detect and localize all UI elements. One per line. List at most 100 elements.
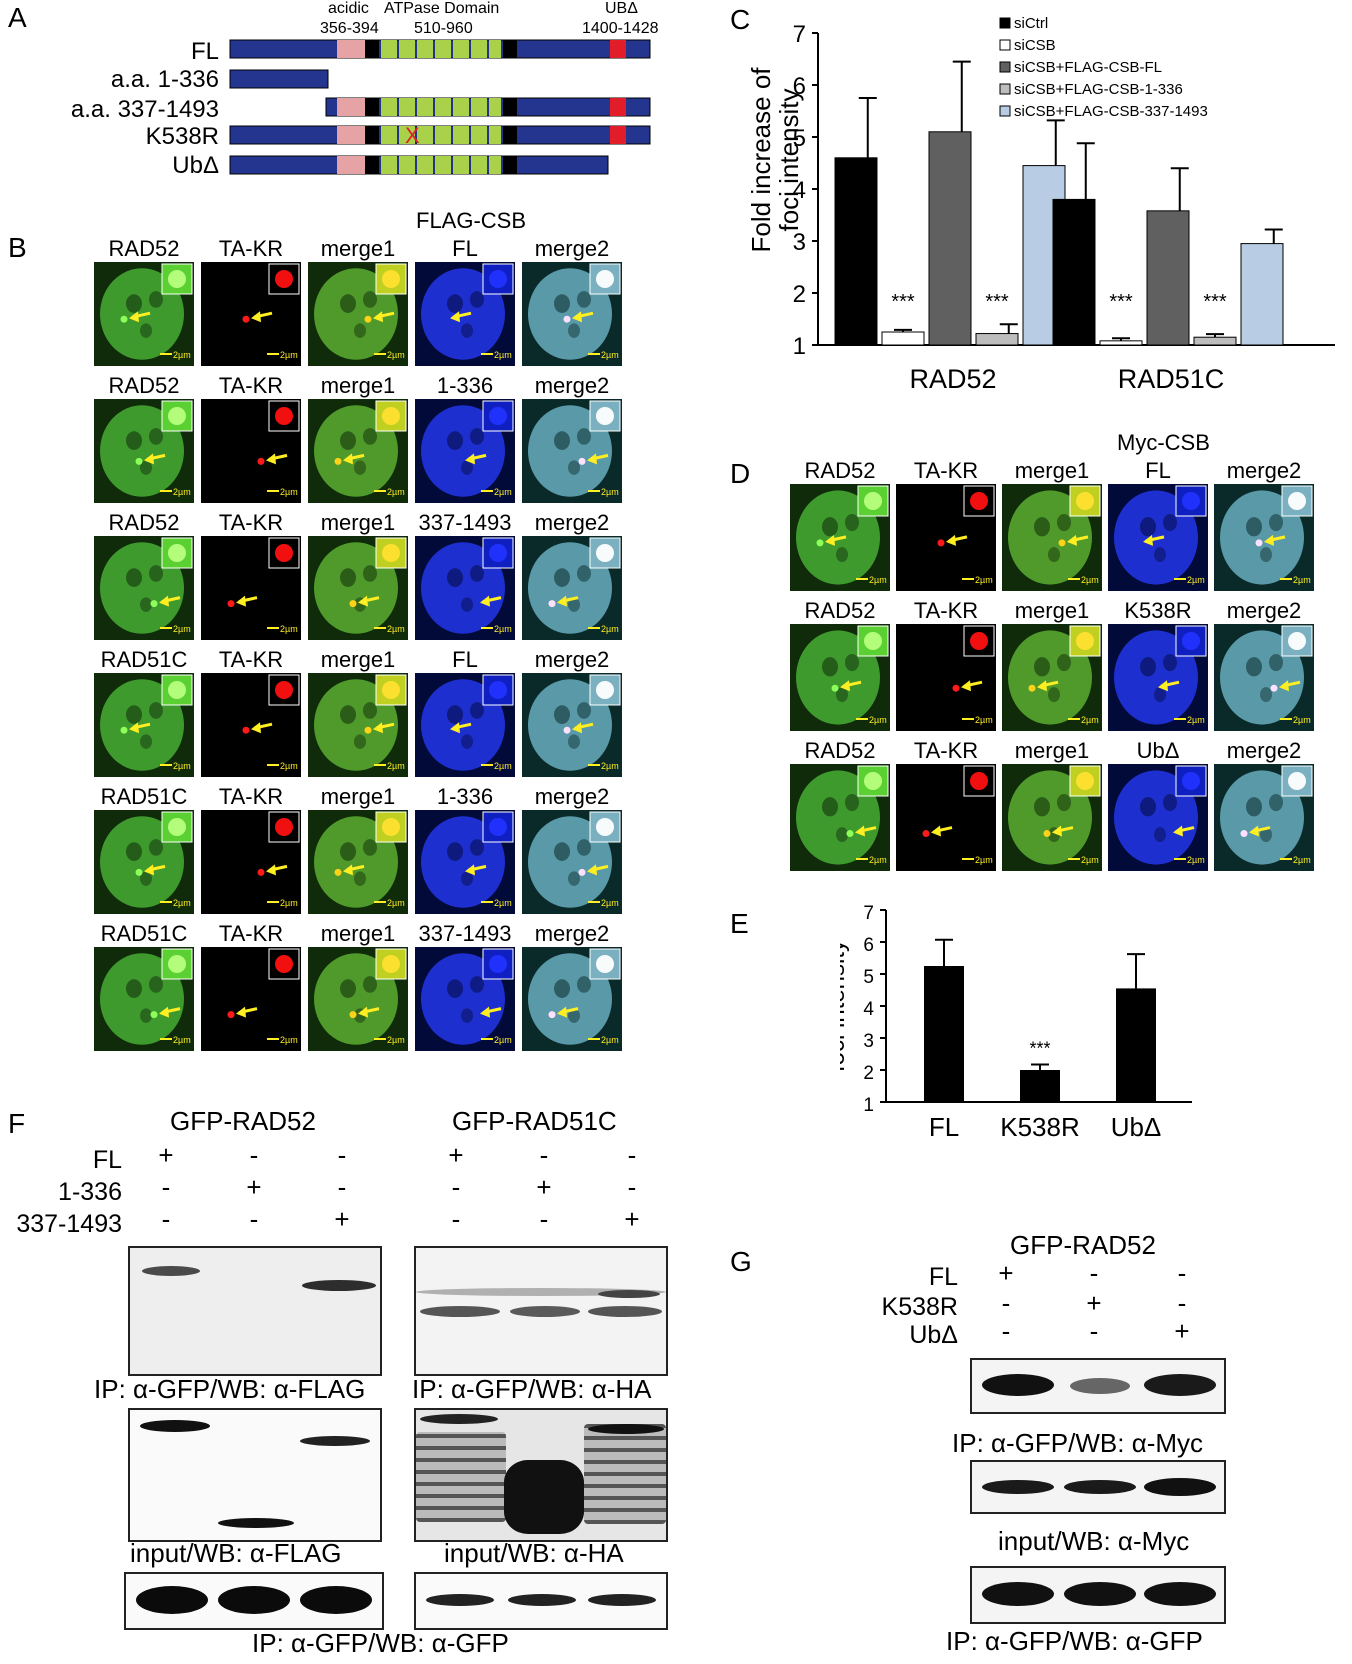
micrograph-merge1: 2µm (308, 810, 408, 914)
plus-sign: + (246, 1172, 262, 1202)
bar (924, 966, 964, 1102)
panel-f-row-337-1493: 337-1493 (16, 1210, 122, 1238)
minus-sign: - (627, 1140, 637, 1170)
micrograph-label: merge1 (1014, 458, 1090, 483)
svg-text:2µm: 2µm (1187, 715, 1205, 725)
micrograph-blue: 2µm (415, 399, 515, 503)
blot-f-rad52-ip-gfp (124, 1572, 384, 1630)
y-tick-label: 3 (863, 1031, 874, 1052)
y-tick-label: 1 (793, 333, 806, 360)
bar (975, 333, 1019, 346)
significance-mark: *** (1029, 1039, 1050, 1059)
bar (1099, 340, 1143, 346)
svg-text:2µm: 2µm (494, 761, 512, 771)
micrograph-green: 2µm (94, 399, 194, 503)
micrograph-label: merge2 (534, 373, 610, 398)
micrograph-green: 2µm (94, 947, 194, 1051)
plus-sign: + (158, 1140, 174, 1170)
panel-d-header: Myc-CSB (1117, 430, 1210, 455)
minus-sign: - (1001, 1316, 1011, 1346)
plus-sign: + (536, 1172, 552, 1202)
blot-label-ip-ha: IP: α-GFP/WB: α-HA (412, 1374, 652, 1404)
bar (1193, 336, 1237, 346)
minus-sign: - (1001, 1288, 1011, 1318)
blot-g-input-myc (970, 1460, 1226, 1514)
micrograph-label: 337-1493 (418, 510, 512, 535)
svg-text:2µm: 2µm (1187, 855, 1205, 865)
legend-label: siCSB+FLAG-CSB-337-1493 (1014, 103, 1208, 120)
category-label: UbΔ (1111, 1112, 1162, 1142)
micrograph-merge1: 2µm (1002, 764, 1102, 871)
minus-sign: - (1177, 1258, 1187, 1288)
construct-k538r (229, 125, 651, 145)
micrograph-merge2: 2µm (522, 810, 622, 914)
y-tick-label: 6 (863, 935, 874, 956)
micrograph-green: 2µm (790, 764, 890, 871)
micrograph-label: merge2 (534, 784, 610, 809)
svg-text:2µm: 2µm (173, 350, 191, 360)
construct-label-ubdelta: UbΔ (172, 152, 219, 179)
micrograph-label: merge2 (534, 510, 610, 535)
micrograph-merge2: 2µm (522, 262, 622, 366)
minus-sign: - (539, 1140, 549, 1170)
minus-sign: - (627, 1172, 637, 1202)
svg-text:2µm: 2µm (387, 1035, 405, 1045)
micrograph-blue: 2µm (1108, 764, 1208, 871)
micrograph-merge2: 2µm (522, 399, 622, 503)
micrograph-label: RAD51C (100, 647, 188, 672)
panel-b-header: FLAG-CSB (416, 208, 527, 233)
micrograph-blue: 2µm (415, 262, 515, 366)
micrograph-label: merge2 (534, 236, 610, 261)
panel-letter-a: A (8, 2, 27, 33)
y-tick-label: 1 (863, 1095, 874, 1116)
y-tick-label: 6 (793, 73, 806, 100)
svg-text:2µm: 2µm (387, 350, 405, 360)
micrograph-red: 2µm (896, 764, 996, 871)
svg-text:2µm: 2µm (869, 855, 887, 865)
significance-mark: *** (891, 291, 915, 313)
micrograph-label: merge1 (1014, 598, 1090, 623)
svg-text:2µm: 2µm (601, 898, 619, 908)
micrograph-blue: 2µm (1108, 484, 1208, 591)
legend-swatch (999, 39, 1011, 51)
micrograph-label: RAD52 (108, 373, 180, 398)
micrograph-label: TA-KR (218, 921, 284, 946)
panel-f-title-rad52: GFP-RAD52 (170, 1106, 316, 1136)
construct-337-1493 (325, 97, 651, 117)
category-label: RAD51C (1118, 364, 1225, 394)
blot-label-ip-flag: IP: α-GFP/WB: α-FLAG (94, 1374, 366, 1404)
svg-text:2µm: 2µm (494, 898, 512, 908)
svg-text:2µm: 2µm (280, 761, 298, 771)
svg-text:2µm: 2µm (387, 898, 405, 908)
micrograph-label: merge1 (320, 373, 396, 398)
plus-sign: + (1174, 1316, 1190, 1346)
micrograph-label: merge1 (320, 510, 396, 535)
blot-label-input-ha: input/WB: α-HA (444, 1538, 624, 1568)
svg-text:2µm: 2µm (1293, 855, 1311, 865)
micrograph-label: K538R (1124, 598, 1192, 623)
minus-sign: - (1089, 1316, 1099, 1346)
micrograph-red: 2µm (201, 673, 301, 777)
micrograph-red: 2µm (201, 536, 301, 640)
y-tick-label: 5 (793, 125, 806, 152)
svg-text:2µm: 2µm (387, 487, 405, 497)
y-tick-label: 5 (863, 967, 874, 988)
y-axis-label-line1: Fold increase of (746, 67, 776, 253)
micrograph-merge1: 2µm (308, 947, 408, 1051)
micrograph-label: TA-KR (218, 784, 284, 809)
micrograph-green: 2µm (94, 810, 194, 914)
construct-label-k538r: K538R (145, 123, 219, 150)
legend-label: siCtrl (1014, 15, 1048, 32)
bar (1146, 210, 1190, 346)
legend-swatch (999, 105, 1011, 117)
micrograph-label: RAD52 (804, 458, 876, 483)
minus-sign: - (451, 1204, 461, 1234)
blot-label-g-input-myc: input/WB: α-Myc (998, 1526, 1190, 1556)
bar (834, 157, 878, 346)
micrograph-label: 337-1493 (418, 921, 512, 946)
svg-text:2µm: 2µm (494, 350, 512, 360)
construct-label-1-336: a.a. 1-336 (110, 66, 219, 93)
micrograph-blue: 2µm (415, 810, 515, 914)
plus-sign: + (334, 1204, 350, 1234)
bar (1052, 198, 1096, 346)
